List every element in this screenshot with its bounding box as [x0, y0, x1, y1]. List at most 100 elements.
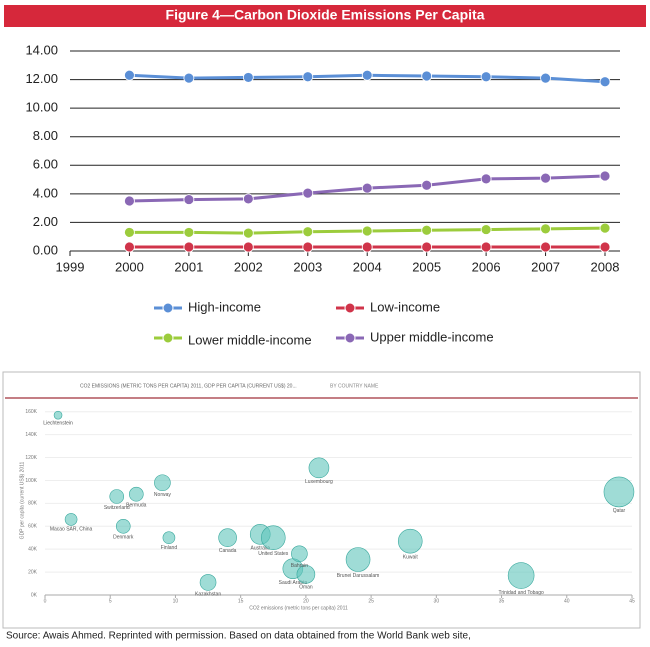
point — [421, 70, 433, 82]
point — [242, 227, 254, 239]
point — [599, 222, 611, 234]
y-tick-label: 14.00 — [25, 42, 58, 57]
x-tick-label: 40 — [564, 598, 570, 604]
x-tick-label: 2002 — [234, 259, 263, 274]
legend-label: Lower middle-income — [188, 332, 312, 347]
bubble — [345, 547, 371, 572]
figure-title: Figure 4—Carbon Dioxide Emissions Per Ca… — [166, 7, 485, 23]
bubble — [397, 528, 423, 554]
bubble-label: Macao SAR, China — [50, 527, 93, 533]
x-tick-label: 2005 — [412, 259, 441, 274]
y-tick-label: 140K — [25, 432, 37, 438]
bubble-label: Canada — [219, 548, 237, 554]
point — [599, 241, 611, 253]
x-tick-label: 2007 — [531, 259, 560, 274]
point — [540, 172, 551, 184]
y-axis-label: GDP per capita (current US$) 2011 — [19, 461, 25, 539]
point — [183, 227, 195, 238]
bubble-label: Kazakhstan — [195, 592, 221, 598]
point — [421, 224, 433, 236]
point — [302, 71, 314, 83]
x-tick-label: 1999 — [56, 259, 85, 274]
bubble — [218, 528, 237, 548]
x-tick-label: 2008 — [591, 259, 620, 274]
x-tick-label: 2000 — [115, 259, 144, 274]
bubble — [53, 410, 63, 420]
bubble — [129, 486, 144, 502]
bubble — [109, 489, 125, 504]
bubble-label: Oman — [299, 585, 313, 591]
point — [480, 71, 492, 83]
x-tick-label: 20 — [303, 598, 309, 604]
bubble-label: Qatar — [613, 508, 626, 514]
point — [242, 72, 254, 83]
bubble-label: Brunei Darussalam — [337, 573, 380, 579]
y-tick-label: 12.00 — [25, 71, 58, 86]
legend-marker — [162, 302, 174, 314]
bubble-label: Liechtenstein — [43, 420, 73, 426]
point — [361, 69, 373, 81]
point — [480, 241, 492, 253]
x-tick-label: 25 — [368, 598, 374, 604]
x-tick-label: 35 — [499, 598, 505, 604]
point — [124, 195, 135, 207]
bubble-subtitle: BY COUNTRY NAME — [330, 383, 379, 389]
y-tick-label: 0.00 — [33, 242, 58, 257]
legend-label: High-income — [188, 299, 261, 314]
bubble — [507, 562, 535, 589]
point — [540, 72, 551, 84]
point — [480, 173, 492, 185]
x-tick-label: 2004 — [353, 259, 382, 274]
point — [361, 241, 373, 253]
point — [302, 226, 314, 238]
title-bar — [4, 5, 646, 27]
bubble-label: Norway — [154, 492, 171, 498]
bubble — [115, 518, 131, 534]
bubble — [154, 474, 171, 492]
bubble — [296, 565, 316, 584]
bubble-label: Australia — [251, 546, 271, 552]
y-tick-label: 60K — [28, 524, 38, 530]
y-tick-label: 8.00 — [33, 128, 58, 143]
y-tick-label: 160K — [25, 409, 37, 415]
y-tick-label: 40K — [28, 547, 38, 553]
x-tick-label: 5 — [109, 598, 112, 604]
point — [124, 227, 135, 238]
bubble — [291, 545, 308, 563]
point — [480, 224, 492, 235]
legend-marker — [344, 332, 356, 344]
bubble-label: Saudi Arabia — [279, 580, 308, 586]
y-tick-label: 0K — [31, 592, 38, 598]
point — [421, 241, 433, 253]
y-tick-label: 2.00 — [33, 214, 58, 229]
point — [421, 179, 433, 191]
x-tick-label: 45 — [629, 598, 635, 604]
bubble-title: CO2 EMISSIONS (METRIC TONS PER CAPITA) 2… — [80, 383, 297, 389]
bubble-label: Bahrain — [291, 563, 308, 569]
point — [183, 241, 195, 253]
bubble-label: Denmark — [113, 535, 134, 541]
point — [599, 170, 611, 182]
x-tick-label: 2001 — [174, 259, 203, 274]
bubble — [64, 513, 78, 526]
point — [599, 76, 611, 88]
x-tick-label: 0 — [44, 598, 47, 604]
bubble — [162, 531, 176, 545]
point — [183, 194, 195, 205]
bubble-label: Trinidad and Tobago — [498, 590, 544, 596]
bubble-label: Finland — [161, 545, 178, 551]
x-tick-label: 10 — [173, 598, 179, 604]
legend-label: Low-income — [370, 299, 440, 314]
point — [540, 223, 551, 235]
bubble-label: Kuwait — [403, 554, 419, 560]
y-tick-label: 10.00 — [25, 100, 58, 115]
point — [361, 182, 373, 194]
bubble-label: United States — [258, 551, 289, 557]
x-tick-label: 2006 — [472, 259, 501, 274]
bubble-label: Switzerland — [104, 505, 130, 511]
x-tick-label: 2003 — [293, 259, 322, 274]
y-tick-label: 120K — [25, 455, 37, 461]
y-tick-label: 20K — [28, 569, 38, 575]
point — [242, 193, 254, 205]
